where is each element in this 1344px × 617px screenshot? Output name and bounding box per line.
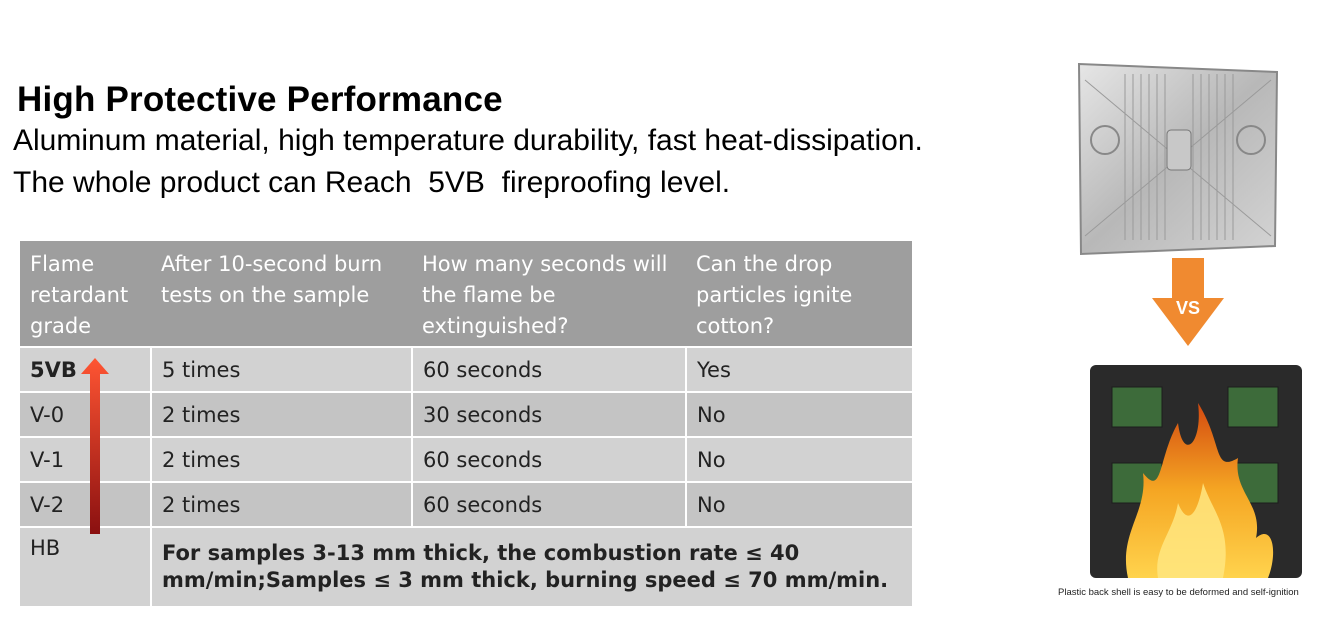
burn-tests-cell: 2 times xyxy=(151,391,413,437)
burn-tests-cell: 2 times xyxy=(151,436,413,482)
table-header-row: Flame retardant grade After 10-second bu… xyxy=(20,241,912,347)
burn-tests-cell: 5 times xyxy=(151,346,413,392)
vs-arrow-icon: VS xyxy=(1152,258,1224,346)
grade-cell: HB xyxy=(20,526,152,606)
page-title: High Protective Performance xyxy=(17,80,503,119)
table-row: 5VB 5 times 60 seconds Yes xyxy=(20,346,912,392)
vs-label: VS xyxy=(1176,298,1200,318)
aluminum-panel-image xyxy=(1077,62,1279,256)
burning-plastic-panel-image xyxy=(1090,365,1302,578)
up-arrow-icon xyxy=(81,358,109,534)
burn-tests-cell: 2 times xyxy=(151,481,413,527)
table-row: V-1 2 times 60 seconds No xyxy=(20,436,912,482)
ignite-cell: No xyxy=(686,481,912,527)
hb-note-cell: For samples 3-13 mm thick, the combustio… xyxy=(151,526,912,606)
ignite-cell: No xyxy=(686,391,912,437)
grade-cell: V-2 xyxy=(20,481,152,527)
flame-rating-table: Flame retardant grade After 10-second bu… xyxy=(20,241,912,606)
description-line-1: Aluminum material, high temperature dura… xyxy=(13,124,923,157)
header-grade: Flame retardant grade xyxy=(20,241,151,347)
grade-cell: V-0 xyxy=(20,391,152,437)
description-line-2: The whole product can Reach 5VB fireproo… xyxy=(13,166,731,199)
header-ignite: Can the drop particles ignite cotton? xyxy=(686,241,912,347)
header-extinguish: How many seconds will the flame be extin… xyxy=(412,241,686,347)
grade-cell: V-1 xyxy=(20,436,152,482)
extinguish-cell: 60 seconds xyxy=(412,436,687,482)
extinguish-cell: 60 seconds xyxy=(412,346,687,392)
table-row: V-0 2 times 30 seconds No xyxy=(20,391,912,437)
header-burn-tests: After 10-second burn tests on the sample xyxy=(151,241,412,347)
table-row-hb: HB For samples 3-13 mm thick, the combus… xyxy=(20,526,912,606)
ignite-cell: Yes xyxy=(686,346,912,392)
comparison-caption: Plastic back shell is easy to be deforme… xyxy=(1058,587,1299,598)
ignite-cell: No xyxy=(686,436,912,482)
extinguish-cell: 30 seconds xyxy=(412,391,687,437)
table-row: V-2 2 times 60 seconds No xyxy=(20,481,912,527)
extinguish-cell: 60 seconds xyxy=(412,481,687,527)
